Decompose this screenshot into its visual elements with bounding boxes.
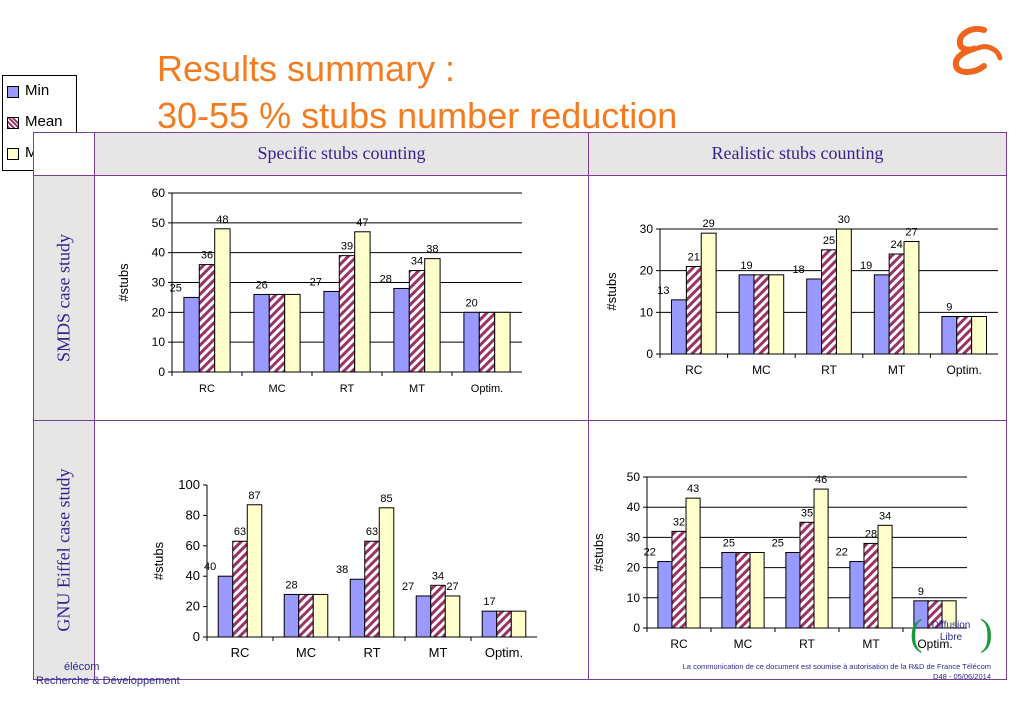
table-corner bbox=[34, 133, 95, 176]
stamp-text: Diffusion Libre bbox=[926, 620, 976, 644]
footer-notice-line1: La communication de ce document est soum… bbox=[682, 662, 991, 671]
legend-label: Mean bbox=[25, 113, 63, 130]
slide-title-line2: 30-55 % stubs number reduction bbox=[157, 95, 678, 136]
stamp-left-bracket-icon: ( bbox=[910, 612, 923, 654]
row-header-smds: SMDS case study bbox=[34, 176, 95, 421]
legend-label: Min bbox=[25, 82, 50, 99]
table-cell bbox=[589, 176, 1006, 421]
legend-swatch-min bbox=[7, 86, 19, 98]
table-cell bbox=[95, 176, 589, 421]
legend-swatch-mean bbox=[7, 117, 19, 129]
column-header-specific: Specific stubs counting bbox=[95, 133, 589, 176]
footer-company-line1: élécom bbox=[64, 661, 100, 673]
slide-title-line1: Results summary : bbox=[157, 48, 456, 89]
row-header-gnu-eiffel: GNU Eiffel case study bbox=[34, 421, 95, 679]
company-logo-icon bbox=[952, 26, 1003, 75]
diffusion-stamp: ( Diffusion Libre ) bbox=[910, 612, 994, 654]
row-header-label: SMDS case study bbox=[53, 233, 74, 363]
footer-notice: La communication de ce document est soum… bbox=[683, 662, 991, 682]
results-table: Specific stubs counting Realistic stubs … bbox=[33, 132, 1007, 680]
column-header-realistic: Realistic stubs counting bbox=[589, 133, 1006, 176]
stamp-right-bracket-icon: ) bbox=[980, 612, 993, 654]
table-cell bbox=[95, 421, 589, 679]
stamp-line1: Diffusion bbox=[931, 620, 971, 631]
footer-company: élécom Recherche & Développement bbox=[36, 660, 180, 688]
legend-swatch-max bbox=[7, 148, 19, 160]
footer-company-line2: Recherche & Développement bbox=[36, 675, 180, 687]
stamp-line2: Libre bbox=[939, 632, 963, 643]
row-header-label: GNU Eiffel case study bbox=[53, 468, 74, 632]
footer-notice-line2: D48 - 05/06/2014 bbox=[933, 672, 991, 681]
